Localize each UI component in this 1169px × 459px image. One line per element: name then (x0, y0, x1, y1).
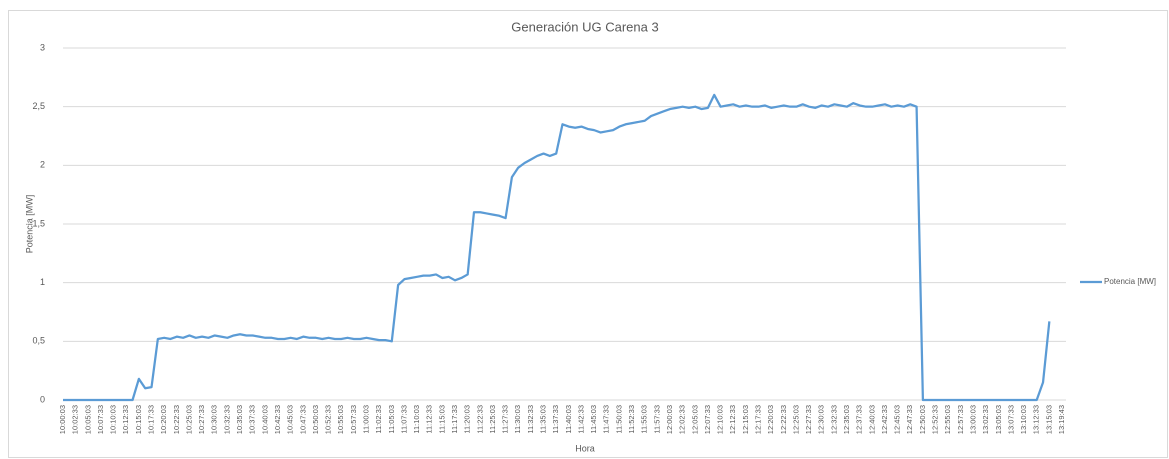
x-tick-label: 11:37:33 (551, 405, 560, 434)
x-tick-label: 12:57:33 (956, 405, 965, 434)
x-tick-label: 12:55:03 (943, 405, 952, 434)
y-tick-label: 1 (40, 277, 45, 287)
x-tick-label: 12:30:03 (817, 405, 826, 434)
y-tick-label: 2 (40, 160, 45, 170)
x-tick-label: 11:30:03 (513, 405, 522, 434)
y-tick-label: 0 (40, 394, 45, 404)
x-tick-label: 11:42:33 (576, 405, 585, 434)
x-tick-label: 12:25:03 (791, 405, 800, 434)
x-tick-label: 10:55:03 (336, 405, 345, 434)
x-tick-label: 11:12:33 (425, 405, 434, 434)
y-tick-label: 2,5 (32, 101, 45, 111)
x-tick-label: 10:12:33 (121, 405, 130, 434)
x-tick-label: 11:27:33 (501, 405, 510, 434)
x-tick-label: 12:50:03 (918, 405, 927, 434)
x-tick-label: 10:57:33 (349, 405, 358, 434)
y-tick-label: 3 (40, 42, 45, 52)
x-tick-label: 10:05:03 (83, 405, 92, 434)
x-tick-label: 13:15:03 (1044, 405, 1053, 434)
chart-border (8, 10, 1168, 458)
data-line (63, 93, 1051, 402)
x-tick-label: 10:47:33 (298, 405, 307, 434)
x-tick-label: 13:07:33 (1006, 405, 1015, 434)
x-tick-label: 10:07:33 (96, 405, 105, 434)
x-tick-label: 12:20:03 (766, 405, 775, 434)
x-tick-label: 11:25:03 (488, 405, 497, 434)
x-tick-label: 12:32:33 (829, 405, 838, 434)
legend-label: Potencia [MW] (1104, 277, 1156, 286)
x-tick-label: 12:42:33 (880, 405, 889, 434)
x-tick-label: 11:45:03 (589, 405, 598, 434)
x-tick-label: 11:55:03 (640, 405, 649, 434)
x-tick-label: 11:52:33 (627, 405, 636, 434)
x-tick-label: 11:50:03 (614, 405, 623, 434)
x-tick-label: 13:00:03 (968, 405, 977, 434)
x-tick-label: 10:30:03 (210, 405, 219, 434)
x-tick-label: 10:15:03 (134, 405, 143, 434)
x-tick-label: 12:12:33 (728, 405, 737, 434)
x-tick-label: 13:12:33 (1032, 405, 1041, 434)
x-tick-label: 10:40:03 (260, 405, 269, 434)
x-tick-label: 11:47:33 (602, 405, 611, 434)
x-tick-label: 10:02:33 (71, 405, 80, 434)
x-tick-label: 11:20:03 (463, 405, 472, 434)
x-tick-label: 13:05:03 (994, 405, 1003, 434)
x-axis-title: Hora (575, 443, 595, 453)
x-tick-label: 12:52:33 (931, 405, 940, 434)
x-tick-label: 12:02:33 (678, 405, 687, 434)
x-tick-label: 10:42:33 (273, 405, 282, 434)
x-tick-label: 12:07:33 (703, 405, 712, 434)
x-tick-label: 12:40:03 (867, 405, 876, 434)
x-tick-label: 12:22:33 (779, 405, 788, 434)
x-tick-label: 12:17:33 (753, 405, 762, 434)
x-tick-label: 11:32:33 (526, 405, 535, 434)
x-tick-label: 10:32:33 (222, 405, 231, 434)
x-tick-label: 11:35:03 (539, 405, 548, 434)
x-tick-label: 11:15:03 (437, 405, 446, 434)
y-axis-title: Potencia [MW] (24, 195, 34, 254)
x-tick-label: 10:52:33 (324, 405, 333, 434)
y-tick-label: 1,5 (32, 218, 45, 228)
x-tick-label: 10:20:03 (159, 405, 168, 434)
x-tick-label: 12:47:33 (905, 405, 914, 434)
x-tick-label: 13:19:43 (1057, 405, 1066, 434)
x-tick-label: 11:40:03 (564, 405, 573, 434)
x-tick-label: 13:02:33 (981, 405, 990, 434)
x-tick-label: 11:10:03 (412, 405, 421, 434)
x-tick-label: 11:02:33 (374, 405, 383, 434)
x-tick-label: 12:10:03 (716, 405, 725, 434)
x-tick-label: 10:00:03 (58, 405, 67, 434)
x-tick-label: 10:50:03 (311, 405, 320, 434)
x-tick-label: 12:37:33 (855, 405, 864, 434)
x-tick-label: 12:15:03 (741, 405, 750, 434)
x-tick-label: 11:22:33 (475, 405, 484, 434)
x-tick-label: 10:22:33 (172, 405, 181, 434)
x-tick-label: 11:57:33 (652, 405, 661, 434)
x-tick-label: 12:35:03 (842, 405, 851, 434)
y-tick-label: 0,5 (32, 336, 45, 346)
x-tick-label: 10:45:03 (286, 405, 295, 434)
x-tick-label: 11:00:03 (361, 405, 370, 434)
x-tick-label: 10:17:33 (147, 405, 156, 434)
chart-title: Generación UG Carena 3 (511, 19, 658, 34)
x-tick-label: 10:27:33 (197, 405, 206, 434)
x-tick-label: 10:37:33 (248, 405, 257, 434)
x-tick-label: 11:05:03 (387, 405, 396, 434)
x-tick-label: 12:00:03 (665, 405, 674, 434)
x-tick-label: 13:10:03 (1019, 405, 1028, 434)
x-tick-label: 12:05:03 (690, 405, 699, 434)
x-tick-label: 10:25:03 (184, 405, 193, 434)
x-tick-label: 11:07:33 (399, 405, 408, 434)
x-tick-label: 10:10:03 (109, 405, 118, 434)
x-tick-label: 12:27:33 (804, 405, 813, 434)
x-tick-label: 11:17:33 (450, 405, 459, 434)
x-tick-label: 12:45:03 (893, 405, 902, 434)
x-tick-label: 10:35:03 (235, 405, 244, 434)
